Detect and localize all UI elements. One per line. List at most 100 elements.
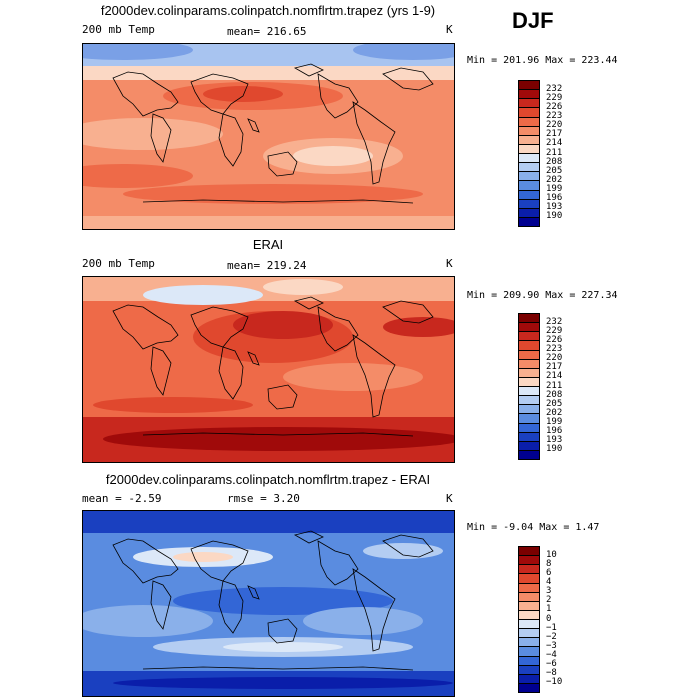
contour-region [93, 397, 253, 413]
colorbar-label: 223 [546, 111, 563, 121]
contour-region [293, 146, 373, 166]
colorbar-label: 205 [546, 398, 563, 409]
colorbar-label: 232 [546, 316, 563, 327]
colorbar-label: 217 [546, 362, 563, 373]
contour-region [83, 118, 223, 150]
coastline [382, 534, 434, 558]
coastline [352, 568, 396, 652]
contour-region [203, 86, 283, 102]
coastline [112, 304, 179, 350]
contour-region [363, 543, 443, 559]
colorbar-label: 6 [546, 567, 552, 578]
colorbar-label: −6 [546, 659, 557, 670]
colorbar-label: 232 [546, 83, 563, 94]
colorbar-label: 214 [546, 138, 563, 149]
panel-units-label: K [446, 257, 453, 270]
map-model [82, 43, 455, 230]
contour-region [83, 44, 193, 60]
coastline [352, 101, 396, 185]
colorbar-label: 2 [546, 595, 552, 606]
panel-minmax: Min = 201.96 Max = 223.44 [467, 55, 618, 66]
coastline [142, 666, 414, 671]
colorbar-label: 3 [546, 586, 552, 597]
colorbar-label: −8 [546, 668, 557, 679]
contour-region [143, 285, 263, 305]
colorbar-label: 226 [546, 334, 563, 345]
coastline [382, 300, 434, 324]
contour-region [83, 511, 454, 533]
contour-region [83, 605, 213, 637]
panel-title-model: f2000dev.colinparams.colinpatch.nomflrtm… [100, 3, 436, 18]
panel-rmse-label: rmse = 3.20 [227, 492, 300, 505]
coastline [293, 63, 324, 77]
colorbar-label: 202 [546, 174, 563, 185]
contour-region [303, 607, 423, 635]
contour-region [233, 311, 333, 339]
coastline [317, 73, 359, 119]
panel-minmax: Min = -9.04 Max = 1.47 [467, 522, 600, 533]
coastline [190, 306, 249, 348]
colorbar-label: 10 [546, 549, 557, 560]
colorbar-label: −3 [546, 640, 557, 651]
coastline [142, 199, 414, 204]
colorbar-label: 8 [546, 558, 552, 569]
coastline [150, 346, 172, 396]
panel-variable-label: 200 mb Temp [82, 257, 155, 270]
map-erai [82, 276, 455, 463]
coastline [247, 585, 260, 600]
colorbar-label: 0 [546, 613, 552, 624]
panel-mean-label: mean= 219.24 [227, 259, 307, 272]
coastline [150, 113, 172, 163]
colorbar-model: 232 229 226 223 220 217 214 211 208 205 202 199 196 1… [518, 80, 578, 227]
colorbar-label: 193 [546, 202, 563, 213]
colorbar-label: 226 [546, 101, 563, 112]
colorbar-label: 190 [546, 211, 563, 222]
colorbar-label: 208 [546, 156, 563, 167]
colorbar-label: 223 [546, 344, 563, 354]
colorbar-label: 211 [546, 380, 563, 391]
contour-region [83, 164, 193, 188]
coastline [218, 580, 244, 634]
coastline [352, 334, 396, 418]
colorbar-swatch [518, 216, 540, 227]
colorbar-label: −2 [546, 631, 557, 642]
panel-title-erai: ERAI [252, 237, 284, 252]
colorbar-label: 4 [546, 577, 552, 587]
colorbar-difference: 10 8 6 4 3 2 1 0 −1 −2 −3 −4 −6 −8 −10 [518, 546, 578, 693]
coastline [317, 306, 359, 352]
colorbar-label: 220 [546, 120, 563, 131]
coastline [267, 151, 298, 177]
contour-region [383, 317, 454, 337]
colorbar-label: 205 [546, 165, 563, 176]
coastline [293, 530, 324, 544]
panel-variable-label: 200 mb Temp [82, 23, 155, 36]
colorbar-label: 229 [546, 325, 563, 336]
colorbar-label: 196 [546, 426, 563, 437]
panel-units-label: K [446, 23, 453, 36]
contour-region [83, 216, 454, 229]
colorbar-label: 190 [546, 444, 563, 455]
coastline [247, 351, 260, 366]
colorbar-label: 202 [546, 407, 563, 418]
map-field [83, 277, 454, 462]
contour-region [173, 552, 233, 562]
contour-region [103, 427, 454, 451]
coastline [190, 540, 249, 582]
coastline [382, 67, 434, 91]
panel-mean-label: mean = -2.59 [82, 492, 162, 505]
colorbar-label: 217 [546, 129, 563, 140]
coastline [142, 432, 414, 437]
colorbar-label: 214 [546, 371, 563, 382]
contour-region [83, 66, 454, 80]
colorbar-label: −4 [546, 650, 557, 660]
coastline [267, 618, 298, 644]
map-difference [82, 510, 455, 697]
coastline [218, 346, 244, 400]
season-label: DJF [512, 8, 554, 33]
map-field [83, 511, 454, 696]
colorbar-label: 220 [546, 353, 563, 364]
contour-region [353, 44, 454, 60]
colorbar-swatch [518, 449, 540, 460]
contour-region [223, 642, 343, 652]
coastline [190, 73, 249, 115]
